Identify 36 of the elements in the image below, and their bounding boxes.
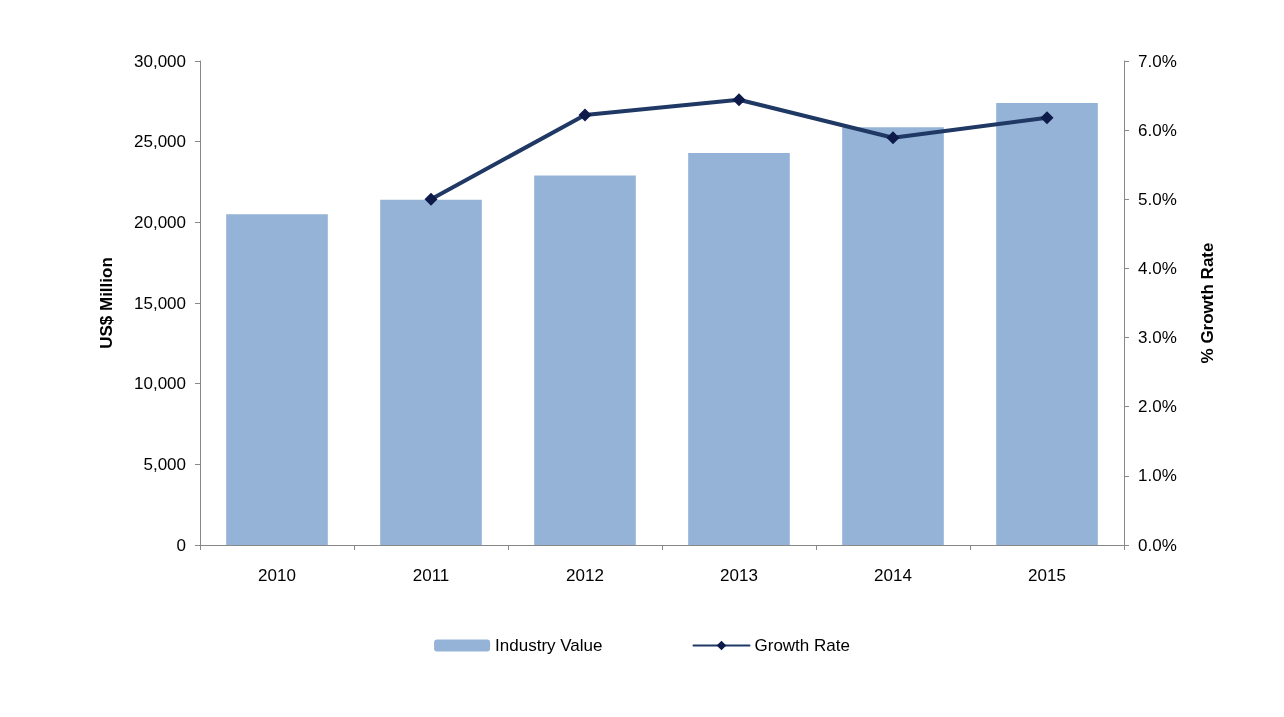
y2-tick-label: 1.0%	[1138, 466, 1177, 486]
y2-tick-label: 6.0%	[1138, 120, 1177, 140]
bar	[226, 214, 328, 545]
legend-label: Growth Rate	[754, 636, 850, 655]
y-tick-label: 5,000	[143, 454, 186, 474]
point	[732, 93, 746, 107]
point	[1040, 111, 1054, 125]
bar	[688, 152, 790, 545]
y-tick-label: 10,000	[134, 374, 186, 394]
x-tick-label: 2010	[258, 566, 296, 585]
x-tick-label: 2013	[720, 566, 758, 585]
y2-tick-label: 5.0%	[1138, 189, 1177, 209]
point	[578, 108, 592, 122]
y-axis-title: US$ Million	[97, 257, 116, 349]
bar	[534, 175, 636, 545]
point	[424, 192, 438, 206]
bar	[842, 127, 944, 545]
bar	[996, 102, 1098, 545]
x-tick-label: 2014	[874, 566, 912, 585]
y2-tick-label: 3.0%	[1138, 328, 1177, 348]
y2-tick-label: 2.0%	[1138, 397, 1177, 417]
bar	[380, 199, 482, 545]
x-tick-label: 2015	[1028, 566, 1066, 585]
point	[886, 131, 900, 145]
y2-tick-label: 7.0%	[1138, 51, 1177, 71]
y-tick-label: 20,000	[134, 212, 186, 232]
y-tick-label: 15,000	[134, 293, 186, 313]
legend-label: Industry Value	[495, 636, 603, 655]
y-tick-label: 30,000	[134, 51, 186, 71]
y2-tick-label: 4.0%	[1138, 258, 1177, 278]
x-tick-label: 2012	[566, 566, 604, 585]
y2-axis-title: % Growth Rate	[1198, 242, 1217, 364]
x-tick-label: 2011	[412, 566, 450, 585]
y2-tick-label: 0.0%	[1138, 535, 1177, 555]
y-tick-label: 25,000	[134, 132, 186, 152]
y-tick-label: 0	[176, 535, 186, 555]
